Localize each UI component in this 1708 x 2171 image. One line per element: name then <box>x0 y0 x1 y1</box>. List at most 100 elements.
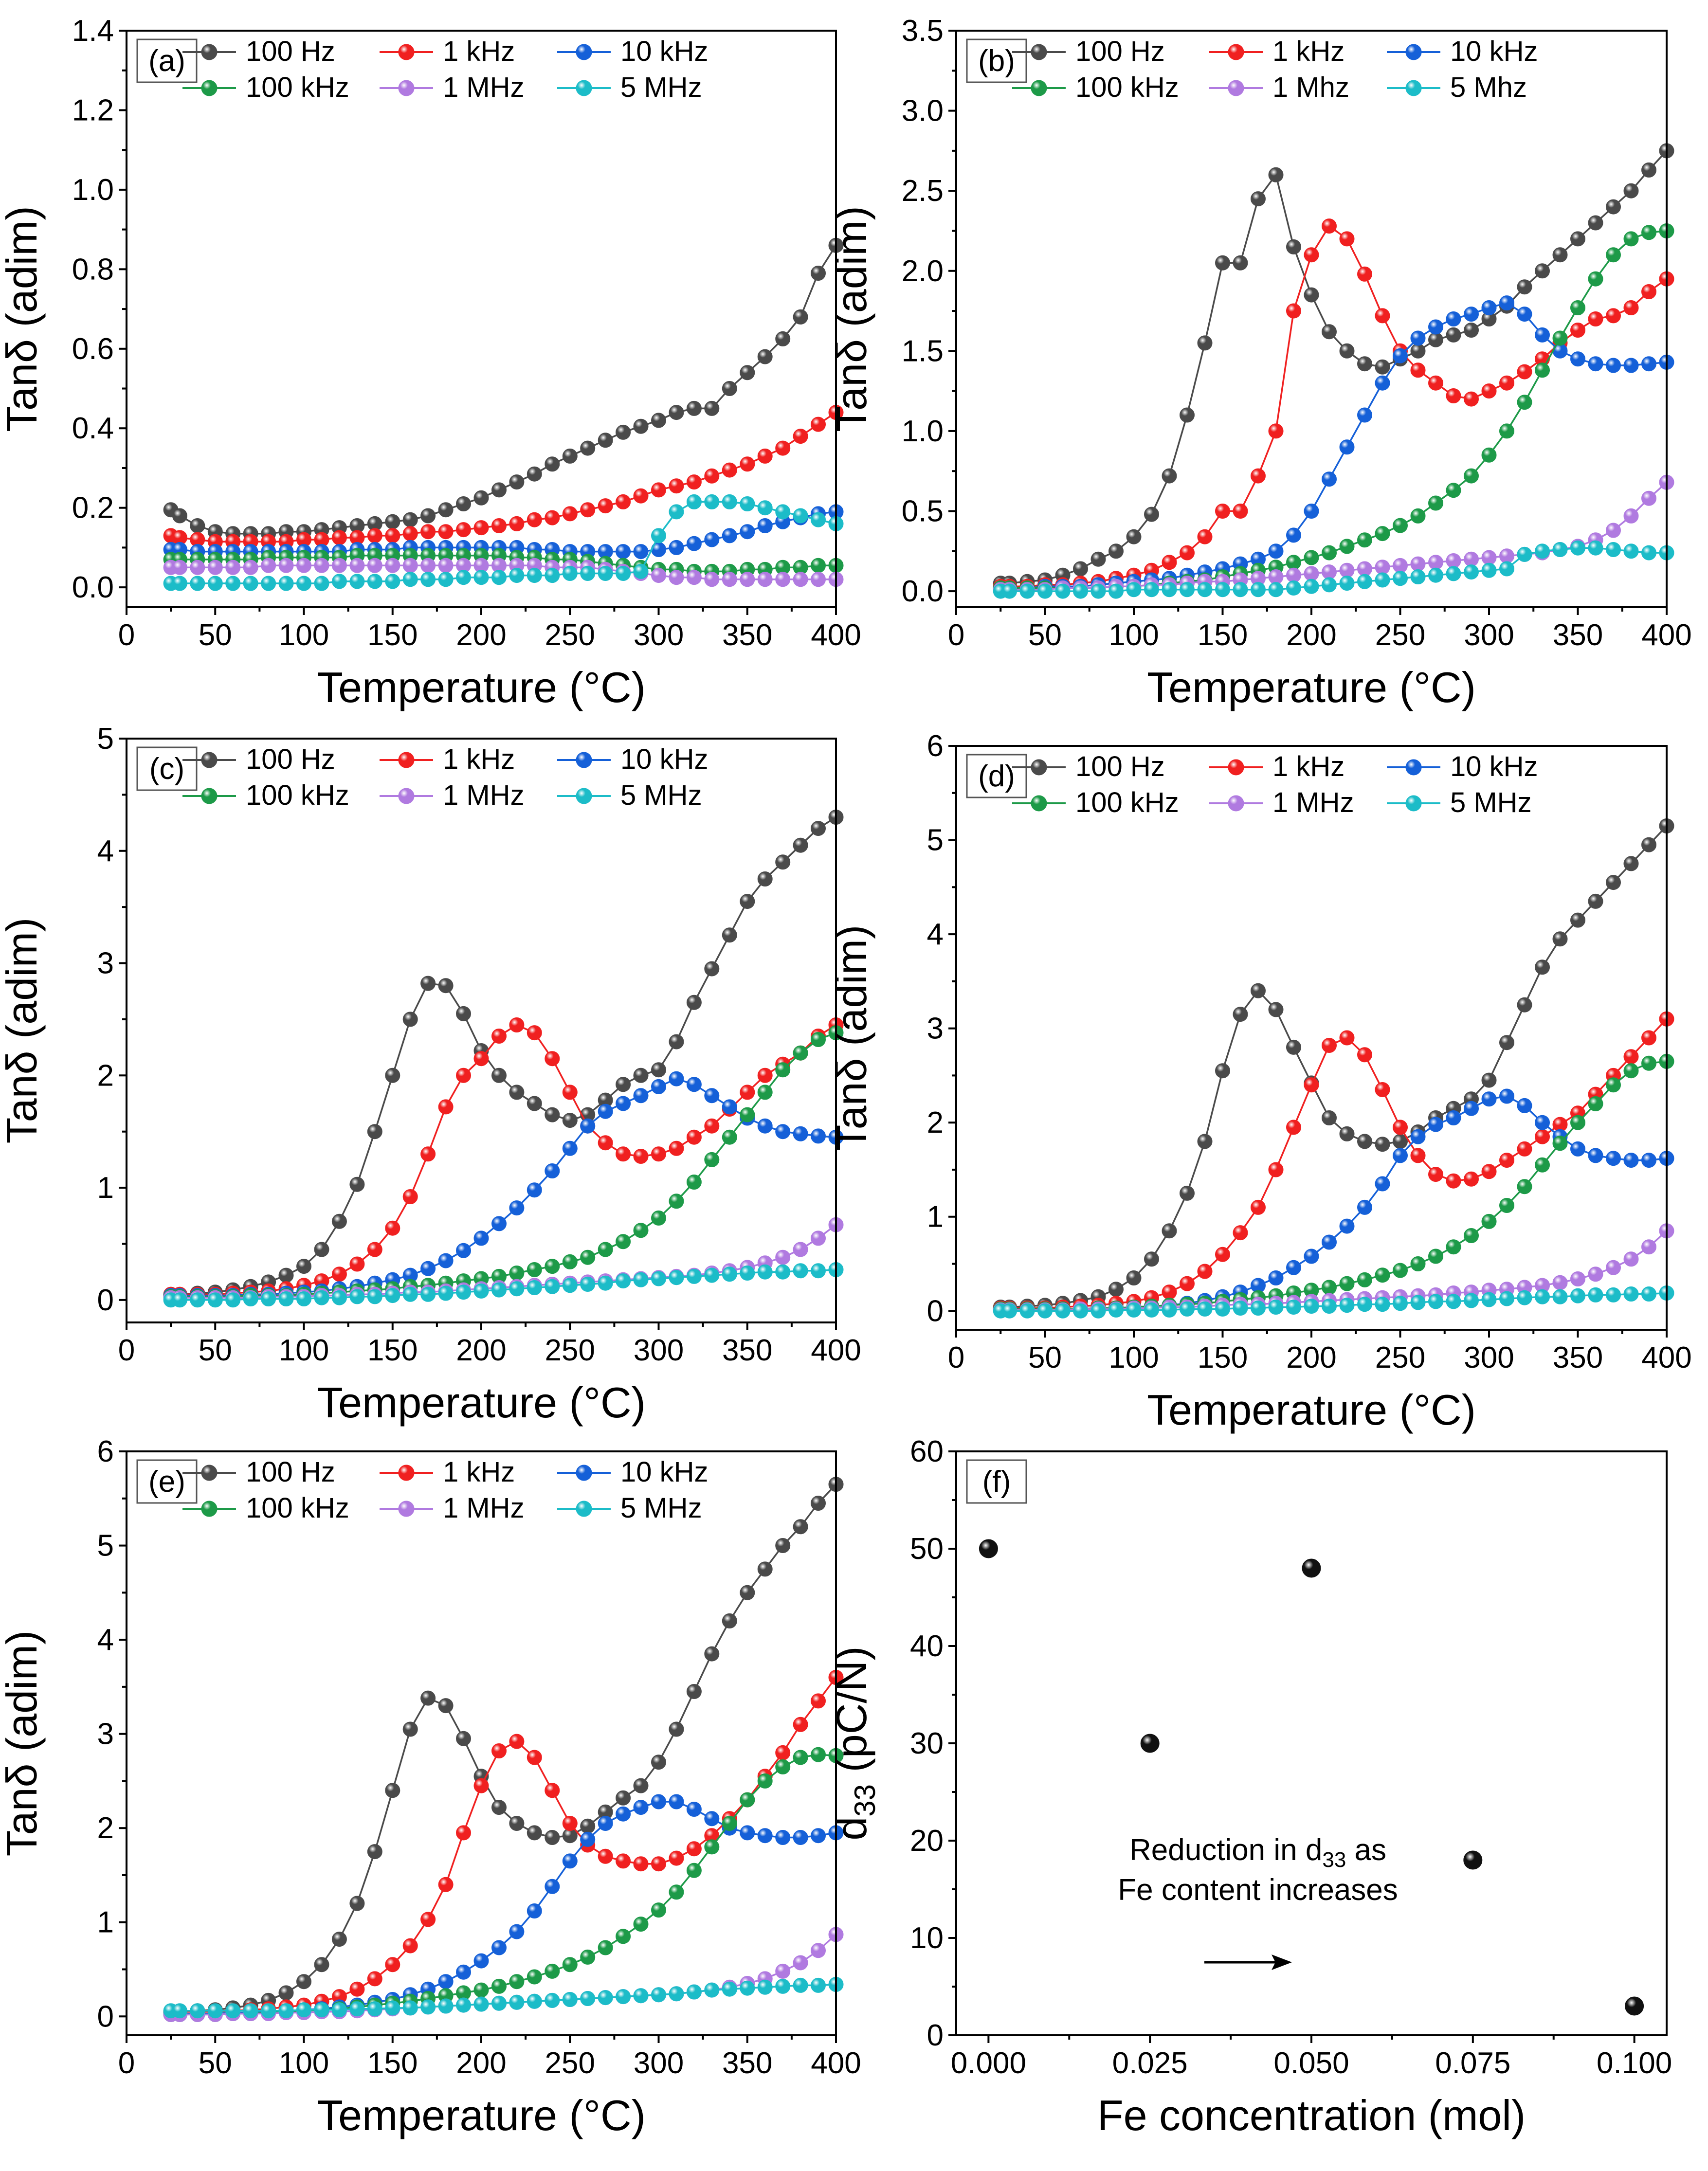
data-point <box>740 1980 755 1996</box>
data-point <box>527 1825 542 1841</box>
data-point <box>402 1012 418 1027</box>
data-point <box>1570 351 1585 367</box>
data-point <box>1410 508 1426 524</box>
legend-label: 10 kHz <box>620 1456 709 1488</box>
legend-marker <box>576 1465 592 1481</box>
data-point <box>1623 1153 1639 1168</box>
data-point <box>722 381 737 396</box>
x-tick-label: 100 <box>1108 618 1159 652</box>
legend-marker <box>398 752 415 768</box>
data-point <box>616 1929 631 1944</box>
data-point <box>1286 580 1301 596</box>
data-point <box>1126 1302 1142 1318</box>
data-point <box>1268 1162 1284 1177</box>
data-point <box>527 568 542 583</box>
data-point <box>1233 255 1248 271</box>
data-point <box>1108 543 1124 559</box>
data-point <box>704 494 720 509</box>
data-point <box>349 1289 365 1304</box>
data-point <box>1481 550 1497 565</box>
data-point <box>296 1974 311 1990</box>
data-point <box>1339 1030 1355 1046</box>
legend-label: 10 kHz <box>620 36 709 67</box>
data-point <box>562 506 578 522</box>
data-point <box>616 494 631 509</box>
data-point <box>473 1051 489 1067</box>
data-point <box>616 1096 631 1111</box>
annotation-arrow-icon <box>1272 1954 1292 1970</box>
data-point <box>1446 1173 1461 1189</box>
legend-label: 100 Hz <box>246 1456 335 1488</box>
data-point <box>633 488 649 504</box>
data-point <box>1641 1286 1656 1302</box>
data-point <box>367 1289 382 1304</box>
y-tick-label: 3 <box>97 947 114 980</box>
data-point <box>1375 375 1390 391</box>
y-tick-label: 1.0 <box>72 173 114 207</box>
legend-label: 100 kHz <box>1075 787 1179 818</box>
data-point <box>1641 225 1656 240</box>
data-point <box>1162 555 1177 570</box>
data-point <box>1463 1850 1483 1870</box>
x-tick-label: 0 <box>948 1341 964 1375</box>
y-axis-title: Tanδ (adim) <box>0 206 46 432</box>
data-point <box>616 1273 631 1289</box>
data-point <box>811 1032 826 1047</box>
y-axis-title: Tanδ (adim) <box>827 206 875 432</box>
panel-label-box <box>136 1459 198 1504</box>
data-point <box>811 416 826 432</box>
data-point <box>651 1271 666 1286</box>
data-point <box>1251 191 1266 207</box>
data-point <box>651 1062 666 1078</box>
y-tick-label: 4 <box>927 918 944 951</box>
data-point <box>1464 307 1479 322</box>
data-point <box>580 566 596 581</box>
y-axis-title: Tanδ (adim) <box>0 918 46 1144</box>
panel-label: (c) <box>149 752 184 786</box>
x-tick-label: 200 <box>1286 618 1336 652</box>
data-point <box>190 2003 205 2019</box>
data-point <box>1606 542 1621 557</box>
data-point <box>704 400 720 416</box>
data-point <box>1393 1296 1408 1311</box>
data-point <box>1446 1294 1461 1309</box>
data-point <box>686 995 702 1010</box>
data-point <box>491 1743 507 1758</box>
data-point <box>598 1104 613 1119</box>
data-point <box>491 518 507 533</box>
data-point <box>598 1940 613 1955</box>
data-point <box>1215 255 1230 271</box>
data-point <box>1268 1002 1284 1017</box>
data-point <box>775 1759 791 1774</box>
data-point <box>740 456 755 472</box>
data-point <box>775 572 791 587</box>
legend-label: 1 kHz <box>1272 36 1345 67</box>
data-point <box>1623 856 1639 871</box>
data-point <box>491 1029 507 1044</box>
data-point <box>722 1816 737 1831</box>
legend-label: 100 Hz <box>1075 751 1165 782</box>
legend-marker <box>201 1465 218 1481</box>
data-point <box>1641 1239 1656 1255</box>
data-point <box>1499 375 1514 391</box>
legend-label: 10 kHz <box>1450 751 1538 782</box>
data-point <box>1446 1239 1461 1255</box>
data-point <box>420 976 436 991</box>
data-point <box>775 1830 791 1845</box>
data-point <box>331 558 347 573</box>
data-point <box>367 1844 382 1860</box>
data-point <box>1375 359 1390 375</box>
data-point <box>438 572 454 587</box>
data-point <box>438 1877 454 1892</box>
data-point <box>1464 551 1479 567</box>
data-point <box>1144 1251 1159 1267</box>
data-point <box>704 1646 720 1662</box>
data-point <box>757 500 773 516</box>
data-point <box>1322 471 1337 487</box>
data-point <box>1375 560 1390 575</box>
data-point <box>1446 1110 1461 1125</box>
data-point <box>686 1077 702 1092</box>
data-point <box>1393 1148 1408 1163</box>
data-point <box>438 1285 454 1301</box>
panel-label: (a) <box>148 44 185 78</box>
